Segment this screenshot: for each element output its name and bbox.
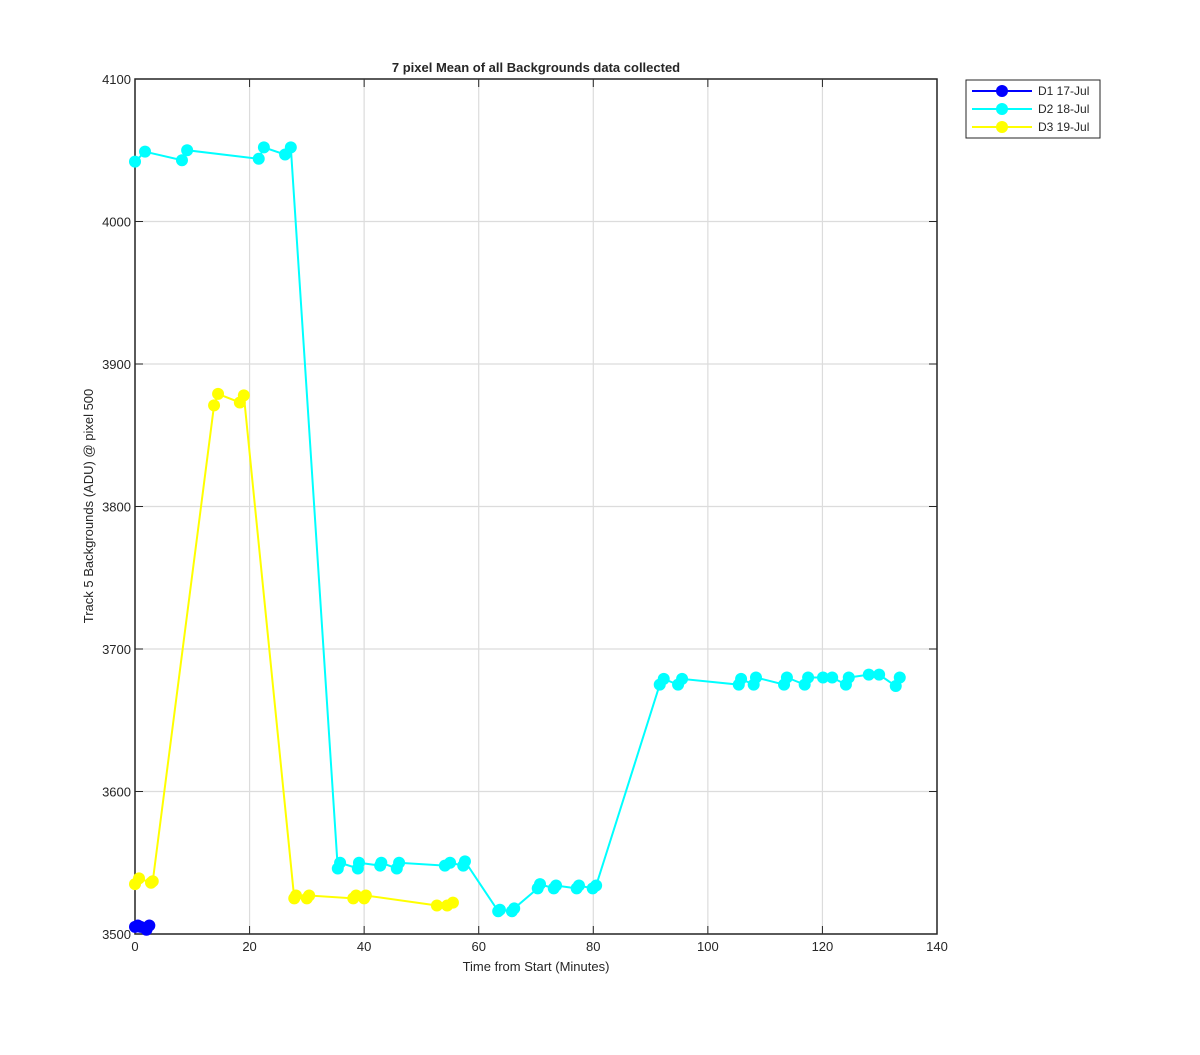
y-tick-label: 3900: [102, 357, 131, 372]
y-tick-label: 4100: [102, 72, 131, 87]
data-point: [252, 152, 265, 165]
data-point: [146, 875, 159, 888]
data-point: [749, 671, 762, 684]
data-point: [873, 668, 886, 681]
data-point: [430, 899, 443, 912]
data-point: [284, 141, 297, 154]
legend-label: D1 17-Jul: [1038, 84, 1089, 98]
plot-frame: [134, 78, 938, 935]
data-point: [352, 856, 365, 869]
data-point: [175, 154, 188, 167]
x-tick-label: 40: [357, 939, 371, 954]
y-axis-label: Track 5 Backgrounds (ADU) @ pixel 500: [81, 389, 96, 624]
legend-marker: [996, 103, 1008, 115]
x-tick-label: 60: [471, 939, 485, 954]
data-point: [393, 856, 406, 869]
data-point: [817, 671, 830, 684]
data-point: [133, 872, 146, 885]
legend-label: D2 18-Jul: [1038, 102, 1089, 116]
x-tick-label: 120: [812, 939, 834, 954]
data-point: [735, 672, 748, 685]
x-tick-label: 0: [131, 939, 138, 954]
x-tick-label: 80: [586, 939, 600, 954]
data-point: [257, 141, 270, 154]
data-point: [657, 672, 670, 685]
data-point: [129, 155, 141, 168]
data-point: [444, 856, 457, 869]
data-point: [493, 903, 506, 916]
data-point: [676, 672, 689, 685]
data-point: [458, 855, 471, 868]
x-tick-label: 140: [926, 939, 948, 954]
data-point: [802, 671, 815, 684]
data-point: [826, 671, 839, 684]
x-tick-label: 100: [697, 939, 719, 954]
data-point: [334, 856, 347, 869]
data-point: [212, 387, 225, 400]
y-tick-label: 3700: [102, 642, 131, 657]
data-point: [842, 671, 855, 684]
data-point: [289, 889, 302, 902]
legend-marker: [996, 121, 1008, 133]
legend-label: D3 19-Jul: [1038, 120, 1089, 134]
y-tick-label: 4000: [102, 215, 131, 230]
legend-marker: [996, 85, 1008, 97]
data-point: [139, 145, 152, 158]
data-point: [862, 668, 875, 681]
data-point: [572, 879, 585, 892]
data-point: [143, 919, 156, 932]
data-point: [208, 399, 221, 412]
data-point: [893, 671, 906, 684]
data-point: [534, 878, 547, 891]
data-point: [359, 889, 372, 902]
data-point: [590, 879, 603, 892]
data-point: [446, 896, 459, 909]
y-tick-label: 3600: [102, 785, 131, 800]
chart-title: 7 pixel Mean of all Backgrounds data col…: [392, 60, 680, 75]
x-tick-label: 20: [242, 939, 256, 954]
data-point: [550, 879, 563, 892]
x-axis-label: Time from Start (Minutes): [463, 959, 610, 974]
data-point: [181, 144, 194, 157]
data-point: [508, 902, 521, 915]
y-tick-label: 3800: [102, 500, 131, 515]
y-tick-label: 3500: [102, 927, 131, 942]
data-point: [303, 889, 316, 902]
data-point: [780, 671, 793, 684]
data-point: [237, 389, 250, 402]
data-point: [375, 856, 388, 869]
